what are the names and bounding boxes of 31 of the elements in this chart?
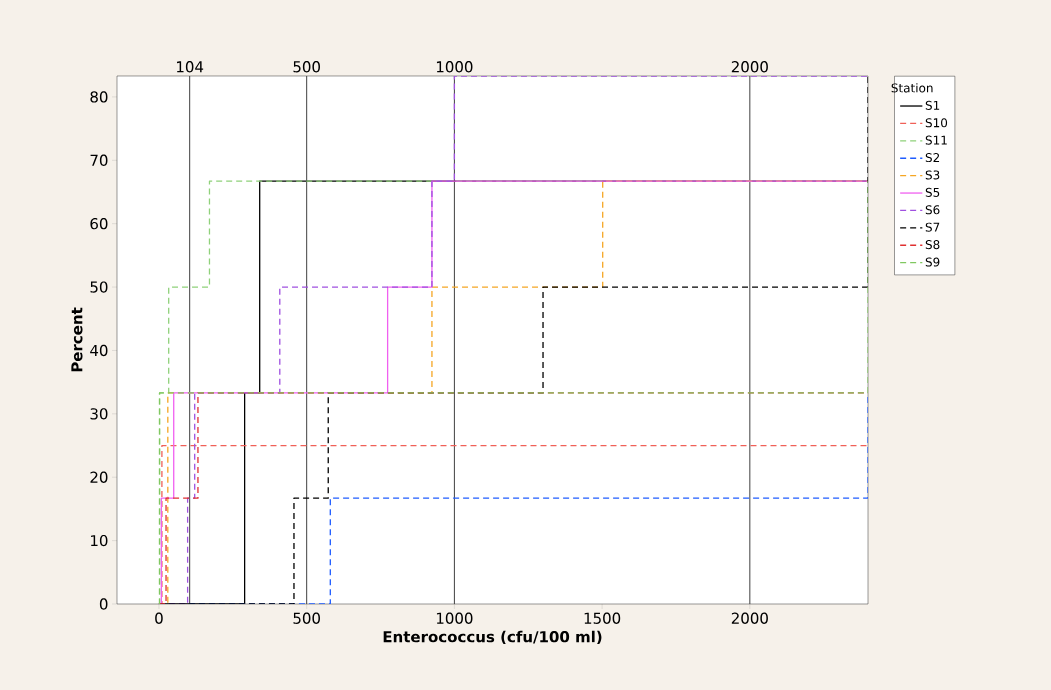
legend-label: S3 bbox=[925, 170, 940, 180]
y-tick-label: 60 bbox=[90, 218, 108, 230]
legend-label: S2 bbox=[925, 153, 940, 163]
x-tick-label: 0 bbox=[155, 612, 163, 624]
legend-title: Station bbox=[891, 83, 933, 93]
legend-label: S7 bbox=[925, 222, 940, 232]
legend-label: S5 bbox=[925, 187, 940, 197]
legend-label: S6 bbox=[925, 205, 940, 215]
x-tick-label: 2000 bbox=[731, 612, 768, 624]
y-tick-label: 20 bbox=[90, 471, 108, 483]
legend-label: S10 bbox=[925, 118, 948, 128]
ref-line-label: 2000 bbox=[731, 61, 768, 73]
y-tick-label: 80 bbox=[90, 91, 108, 103]
ref-line-label: 500 bbox=[293, 61, 320, 73]
x-tick-label: 1500 bbox=[584, 612, 621, 624]
y-tick-label: 10 bbox=[91, 534, 108, 547]
ref-line-label: 1000 bbox=[436, 61, 473, 73]
y-tick-label: 70 bbox=[90, 154, 108, 166]
legend-label: S11 bbox=[925, 135, 947, 145]
y-axis-title: Percent bbox=[71, 307, 83, 372]
y-tick-label: 0 bbox=[99, 598, 108, 610]
y-tick-label: 40 bbox=[90, 344, 108, 357]
legend-label: S9 bbox=[925, 257, 940, 267]
ref-line-label: 104 bbox=[177, 61, 204, 73]
y-tick-label: 50 bbox=[90, 281, 108, 293]
legend-label: S1 bbox=[925, 100, 940, 110]
x-axis-title: Enterococcus (cfu/100 ml) bbox=[383, 630, 602, 645]
x-tick-label: 500 bbox=[293, 612, 320, 624]
x-tick-label: 1000 bbox=[436, 612, 473, 624]
y-tick-label: 30 bbox=[90, 408, 108, 420]
legend-label: S8 bbox=[925, 240, 940, 250]
